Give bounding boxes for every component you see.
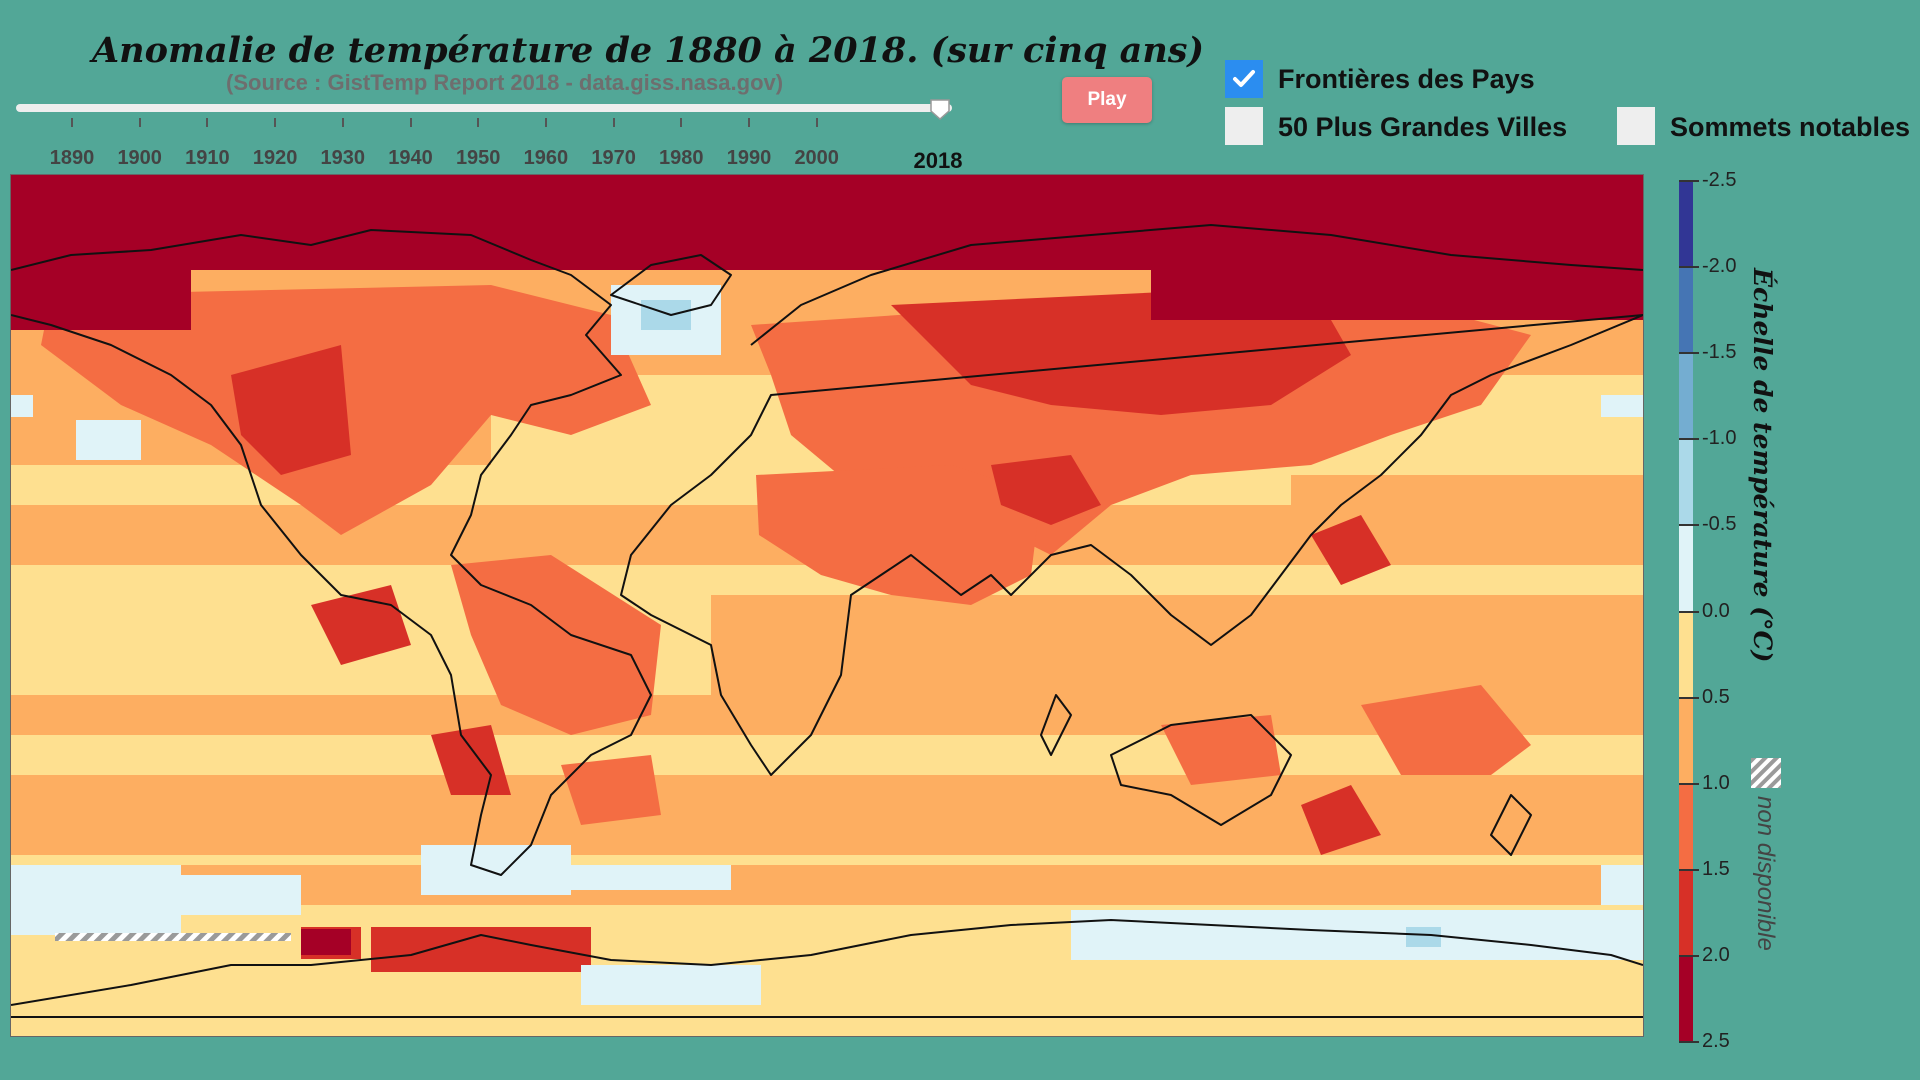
legend-color-band [1679, 697, 1693, 785]
slider-tick [409, 118, 412, 127]
legend-tick-label: 0.0 [1702, 599, 1730, 622]
slider-tick [341, 118, 344, 127]
slider-tick [274, 118, 277, 127]
legend-title: Échelle de température (°C) [1748, 268, 1777, 663]
anomaly-layer-very-hot [11, 175, 1643, 955]
legend-color-band [1679, 611, 1693, 699]
anomaly-layer-cool [11, 285, 1643, 1005]
country-borders-label: Frontières des Pays [1278, 64, 1535, 94]
largest-cities-label: 50 Plus Grandes Villes [1278, 112, 1568, 142]
notable-summits-checkbox[interactable] [1617, 107, 1655, 145]
slider-tick-label: 1920 [252, 147, 298, 169]
legend-tick-label: 0.5 [1702, 685, 1730, 708]
legend-tick-mark [1679, 696, 1699, 699]
legend-color-band [1679, 783, 1693, 871]
legend-tick-label: 2.5 [1702, 1030, 1730, 1052]
anomaly-layer-cooler [641, 300, 1441, 947]
slider-tick-label: 1980 [659, 147, 704, 169]
legend-tick-label: 1.5 [1702, 857, 1730, 880]
year-slider-track[interactable] [16, 104, 952, 112]
slider-tick-label: 1960 [523, 147, 569, 169]
legend-tick-mark [1679, 954, 1699, 957]
legend-tick-mark [1679, 438, 1699, 441]
slider-tick-label: 1890 [49, 147, 95, 169]
legend-tick-mark [1679, 610, 1699, 613]
no-data-label: non disponible [1752, 796, 1779, 951]
year-slider-handle[interactable] [929, 98, 951, 120]
legend-tick-mark [1679, 524, 1699, 527]
legend-color-band [1679, 525, 1693, 612]
world-map[interactable] [10, 174, 1644, 1037]
legend-tick-mark [1679, 1041, 1699, 1043]
play-button[interactable]: Play [1062, 77, 1152, 123]
legend-tick-mark [1679, 782, 1699, 785]
slider-tick [544, 118, 547, 127]
slider-tick-label: 2000 [794, 147, 839, 169]
slider-tick [71, 118, 73, 127]
legend-color-band [1679, 181, 1693, 268]
legend-tick-mark [1679, 266, 1699, 269]
slider-tick-label: 1900 [117, 147, 162, 169]
temperature-color-scale [1679, 181, 1693, 1042]
slider-tick-label: 1970 [591, 147, 636, 169]
legend-color-band [1679, 955, 1693, 1042]
no-data-swatch [1751, 758, 1781, 788]
legend-tick-label: -2.0 [1702, 255, 1737, 278]
source-subtitle: (Source : GistTemp Report 2018 - data.gi… [226, 70, 784, 95]
slider-tick-label: 1990 [726, 147, 772, 169]
slider-tick-label: 1940 [388, 147, 433, 169]
slider-tick [477, 118, 480, 127]
checkmark-icon [1233, 70, 1255, 87]
country-borders-checkbox[interactable] [1225, 60, 1263, 98]
slider-tick [612, 118, 615, 127]
slider-tick-label: 1910 [185, 147, 230, 169]
legend-color-band [1679, 353, 1693, 440]
legend-color-band [1679, 267, 1693, 354]
legend-tick-mark [1679, 352, 1699, 355]
legend-tick-label: -2.5 [1702, 169, 1737, 191]
temperature-anomaly-map [11, 175, 1643, 1036]
legend-tick-label: -1.5 [1702, 341, 1737, 364]
page-title: Anomalie de température de 1880 à 2018. … [92, 30, 1205, 71]
slider-tick [680, 118, 683, 127]
slider-tick [206, 118, 209, 127]
notable-summits-label: Sommets notables [1670, 112, 1911, 142]
current-year-label: 2018 [913, 148, 963, 173]
largest-cities-checkbox[interactable] [1225, 107, 1263, 145]
slider-tick-label: 1930 [320, 147, 366, 169]
legend-tick-label: 1.0 [1702, 771, 1730, 794]
slider-tick-label: 1950 [455, 147, 501, 169]
slider-tick [815, 118, 818, 127]
no-data-strip [55, 933, 291, 941]
legend-tick-label: -0.5 [1702, 513, 1737, 536]
legend-color-band [1679, 869, 1693, 957]
legend-tick-mark [1679, 868, 1699, 871]
legend-tick-label: 2.0 [1702, 943, 1730, 966]
country-borders-layer [11, 224, 1643, 1018]
legend-tick-label: -1.0 [1702, 427, 1737, 450]
legend-color-band [1679, 439, 1693, 526]
legend-tick-mark [1679, 180, 1699, 182]
slider-tick [138, 118, 141, 127]
slider-tick [748, 118, 750, 127]
